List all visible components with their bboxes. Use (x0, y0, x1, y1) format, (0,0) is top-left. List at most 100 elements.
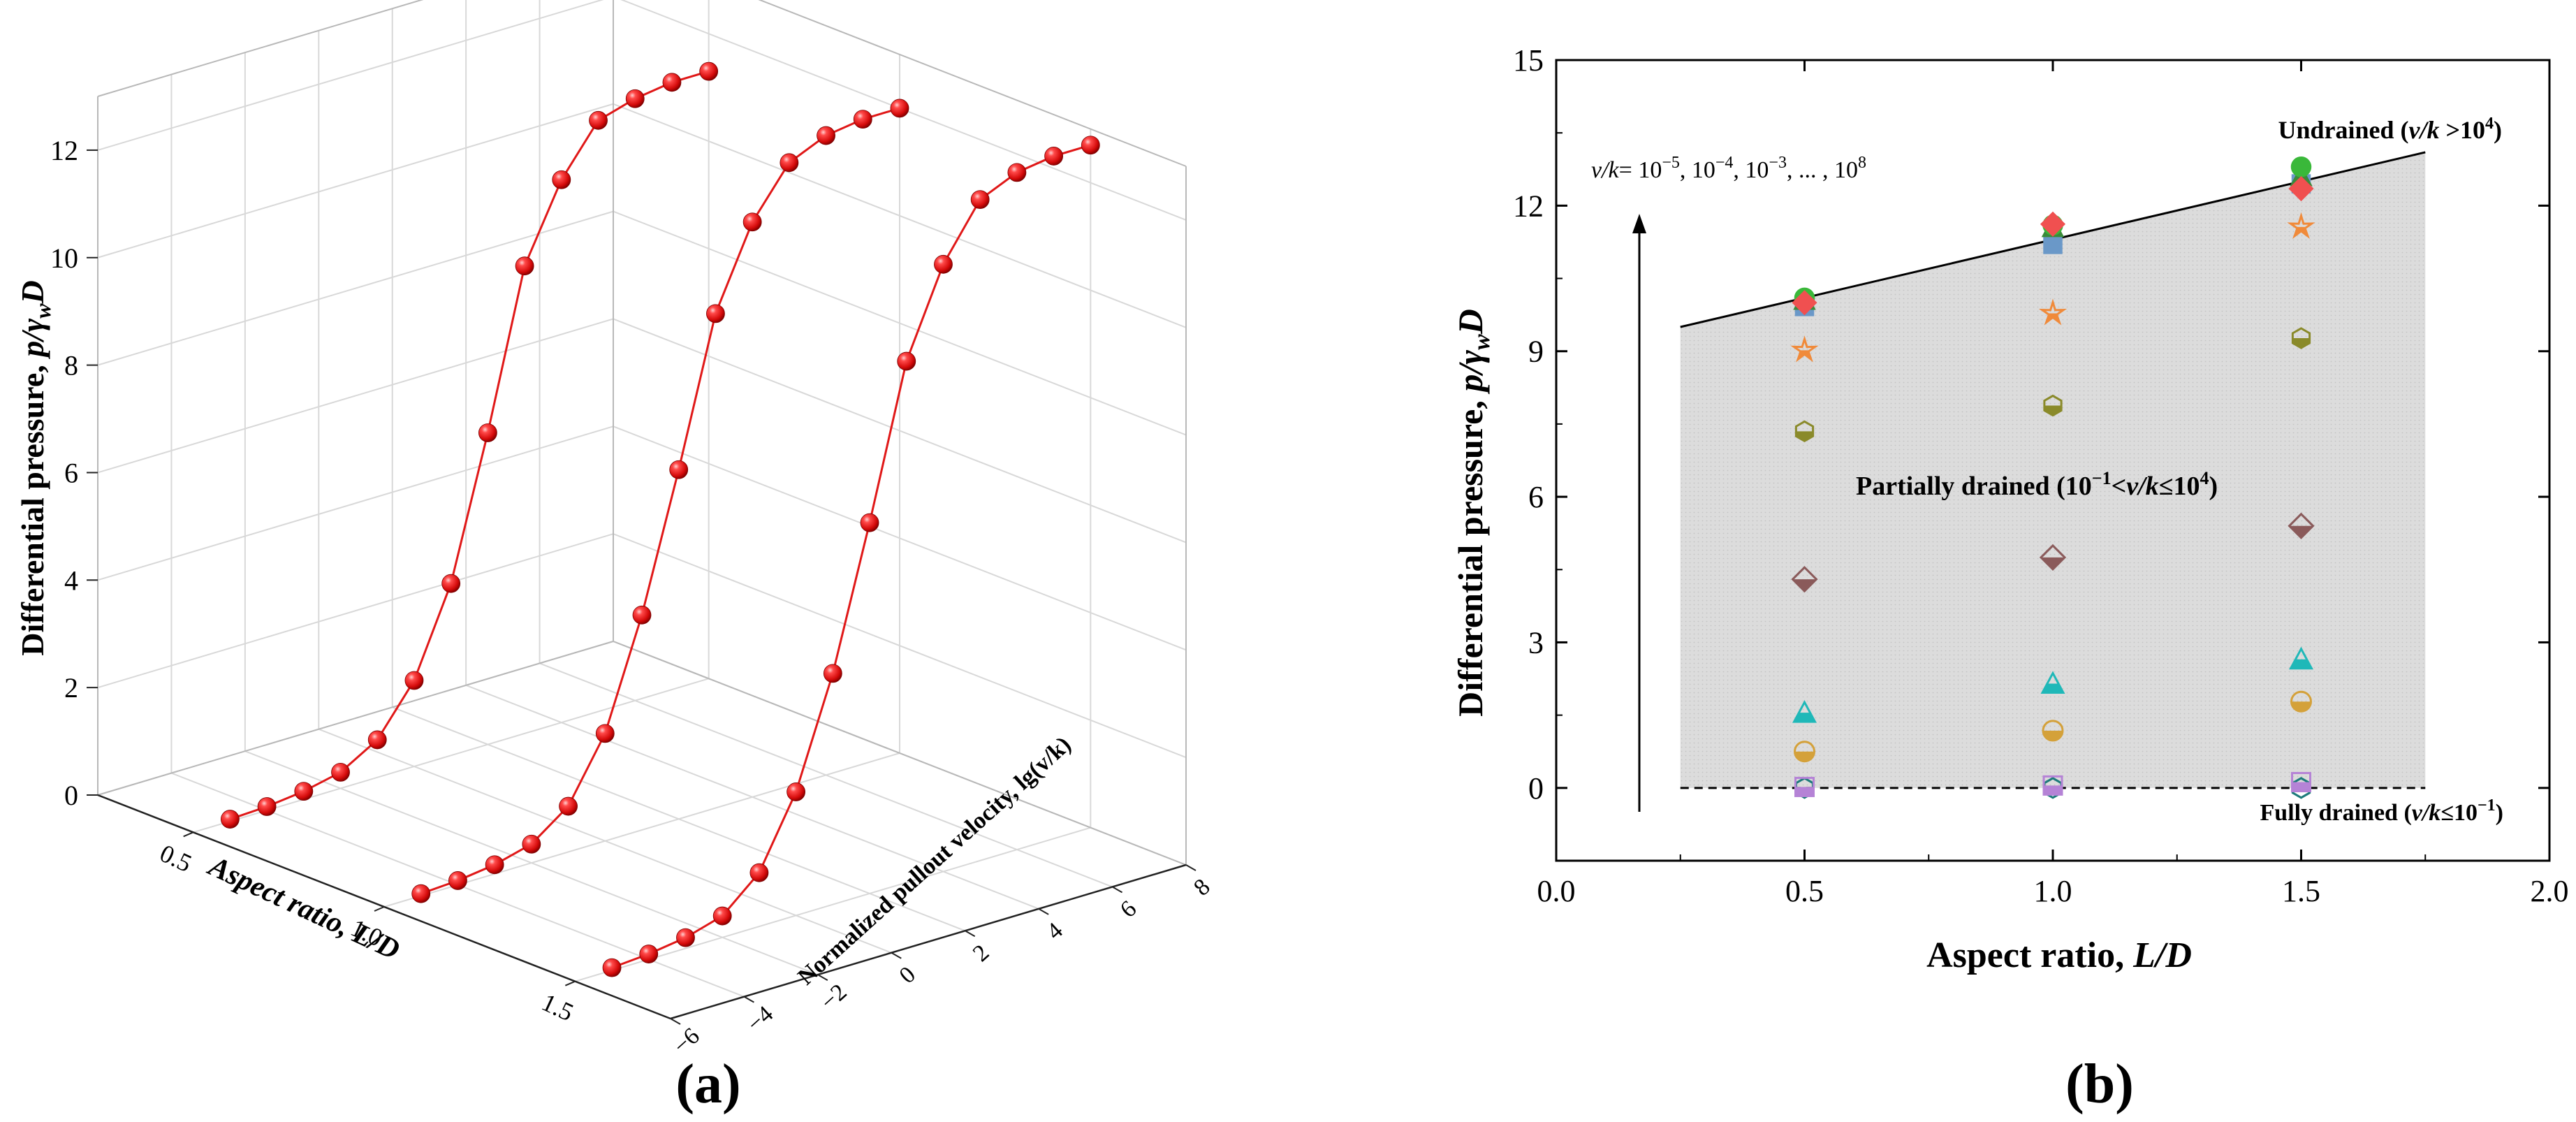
data-sphere (669, 460, 689, 479)
data-sphere (589, 110, 608, 130)
data-marker-fill (1792, 579, 1817, 592)
x-tick-label: 2.0 (2531, 874, 2569, 908)
z-tick-label: 2 (64, 672, 78, 704)
data-sphere (485, 855, 504, 875)
data-marker (2288, 175, 2314, 202)
y-tick (1185, 864, 1196, 871)
y-tick-label: 9 (1528, 335, 1544, 369)
y-tick (670, 1018, 681, 1025)
floor-grid-x (193, 678, 709, 833)
floor-grid-y (244, 750, 819, 976)
y-tick (817, 974, 828, 982)
data-marker (2291, 327, 2311, 349)
data-sphere (367, 730, 387, 750)
box-edge (613, 641, 1187, 866)
data-sphere (706, 304, 725, 323)
data-marker (1794, 741, 1815, 763)
data-sphere (823, 664, 842, 683)
data-sphere (742, 212, 762, 232)
back-wall-grid-h (613, 533, 1187, 759)
z-tick-label: 4 (64, 564, 78, 596)
back-wall-grid-h (613, 210, 1187, 436)
data-marker (2039, 544, 2067, 571)
data-sphere (890, 99, 909, 118)
panel-a-series (220, 61, 1100, 977)
data-sphere (712, 906, 732, 926)
floor-grid-y (465, 684, 1039, 910)
panel-b-caption: (b) (2065, 1054, 2134, 1115)
panel-a-z-axis-label: Differential pressure, p/γwD (15, 280, 55, 656)
x-tick-label: 1.5 (2282, 874, 2320, 908)
data-marker (2043, 394, 2063, 417)
panel-b-x-axis-label: Aspect ratio, L/D (1926, 935, 2192, 975)
data-marker (2288, 646, 2314, 670)
partially-drained-annotation: Partially drained (10−1<v/k≤104) (1856, 468, 2218, 501)
x-tick (564, 980, 576, 986)
data-sphere (749, 863, 769, 882)
z-tick-label: 12 (50, 135, 78, 166)
x-tick (374, 906, 385, 912)
y-tick-label: 2 (968, 940, 994, 967)
left-wall-grid-h (97, 210, 614, 366)
data-marker (2291, 771, 2311, 792)
data-sphere (676, 928, 695, 947)
data-sphere (1007, 163, 1027, 182)
floor-grid-y (392, 706, 966, 932)
data-marker-fill (2041, 557, 2065, 569)
y-tick (965, 930, 976, 938)
data-marker (1792, 290, 1817, 316)
y-tick (1112, 886, 1123, 894)
data-marker-fill (1795, 787, 1814, 796)
data-marker (2038, 298, 2068, 326)
series-line (229, 70, 710, 820)
data-sphere (257, 797, 277, 816)
data-sphere (699, 61, 719, 81)
fully-drained-annotation: Fully drained (v/k≤10−1) (2260, 796, 2503, 826)
data-sphere (970, 190, 990, 210)
left-wall-grid-h (97, 318, 614, 474)
series-line (611, 144, 1091, 969)
data-marker (2040, 671, 2065, 694)
partially-drained-region (1680, 152, 2426, 788)
data-sphere (934, 254, 953, 274)
floor-grid-x (575, 826, 1091, 982)
data-marker (2288, 512, 2315, 539)
panel-a-x-axis-label: Aspect ratio, L/D (202, 850, 404, 967)
panel-b-ticks: 0.0 0.5 1.0 1.5 2.0 0 3 6 9 12 15 (1513, 43, 2569, 908)
x-tick-label: 0.0 (1537, 874, 1576, 908)
data-sphere (786, 782, 806, 801)
y-tick-label: 12 (1513, 189, 1544, 223)
floor-grid-x (383, 752, 900, 908)
left-wall-grid-h (97, 103, 614, 258)
back-wall-grid-h (613, 318, 1187, 544)
x-tick (183, 831, 194, 838)
panel-a-y-axis-label: Normalized pullout velocity, lg(v/k) (793, 731, 1076, 990)
data-sphere (639, 945, 659, 963)
data-sphere (331, 762, 350, 782)
data-sphere (552, 170, 571, 189)
box-edge (758, 0, 1187, 167)
data-sphere (220, 810, 240, 829)
y-tick (1038, 908, 1049, 915)
left-wall-grid-h (97, 0, 604, 151)
left-wall-grid-h (97, 425, 614, 581)
x-tick-label: 0.5 (1785, 874, 1824, 908)
y-tick-label: 4 (1041, 918, 1067, 945)
undrained-annotation: Undrained (v/k >104) (2278, 115, 2502, 144)
y-tick-label: 6 (1528, 480, 1544, 514)
data-marker-fill (2289, 525, 2313, 538)
data-sphere (441, 574, 461, 593)
panel-a-frame (97, 0, 1187, 1020)
x-tick-label: 0.5 (156, 839, 196, 877)
data-sphere (602, 958, 622, 977)
data-sphere (448, 871, 467, 890)
data-marker-fill (2290, 659, 2312, 669)
data-marker (2287, 212, 2315, 240)
data-marker-fill (1794, 713, 1815, 722)
data-sphere (595, 724, 615, 743)
data-sphere (780, 153, 799, 173)
data-sphere (404, 671, 424, 690)
data-sphere (559, 796, 578, 816)
